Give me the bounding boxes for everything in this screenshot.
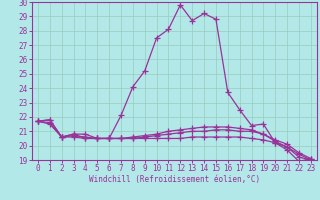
X-axis label: Windchill (Refroidissement éolien,°C): Windchill (Refroidissement éolien,°C) — [89, 175, 260, 184]
